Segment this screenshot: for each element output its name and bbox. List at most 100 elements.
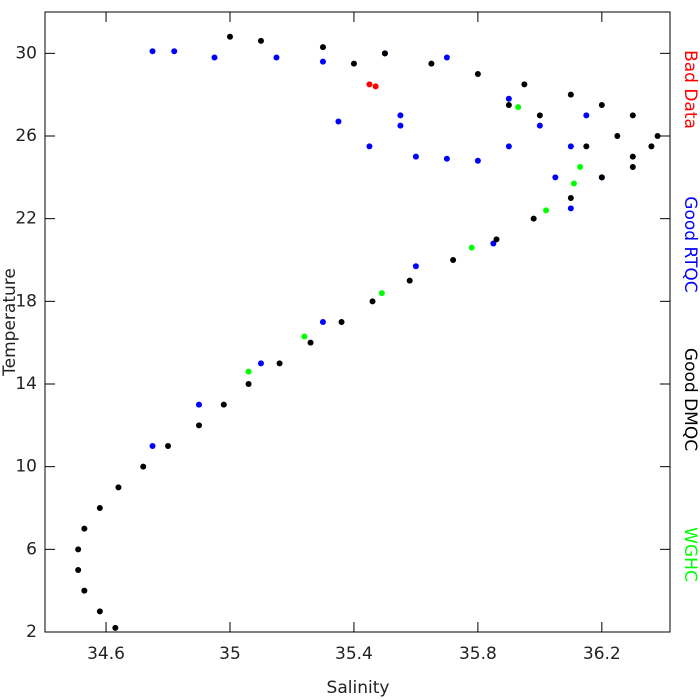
y-tick-label: 14: [15, 374, 37, 394]
point: [598, 174, 605, 181]
point: [211, 54, 218, 61]
point: [165, 443, 172, 449]
point: [443, 54, 450, 61]
point: [245, 381, 252, 387]
point: [629, 164, 636, 170]
point: [583, 143, 590, 150]
point: [648, 143, 655, 150]
point: [474, 71, 481, 77]
point: [319, 58, 326, 65]
point: [493, 236, 500, 243]
point: [412, 153, 419, 160]
point: [257, 360, 264, 367]
point: [567, 91, 574, 98]
point: [614, 133, 621, 139]
legend-label: Good RTQC: [680, 196, 700, 292]
point: [474, 157, 481, 164]
x-axis-label: Salinity: [327, 678, 390, 698]
point: [521, 81, 528, 88]
point: [598, 102, 605, 108]
point: [552, 174, 559, 181]
point: [75, 567, 82, 573]
point: [196, 401, 203, 408]
point: [577, 164, 584, 170]
y-tick-label: 26: [15, 126, 37, 146]
legend-label: WGHC: [680, 527, 700, 582]
point: [149, 48, 156, 55]
x-tick-label: 34.6: [87, 644, 125, 664]
point: [515, 104, 522, 111]
y-tick-label: 30: [15, 43, 37, 63]
point: [369, 298, 376, 305]
point: [583, 112, 590, 119]
point: [536, 112, 543, 119]
point: [75, 546, 82, 553]
point: [115, 484, 122, 491]
point: [412, 263, 419, 270]
x-tick-label: 35.4: [335, 644, 373, 664]
point: [307, 339, 314, 346]
point: [81, 587, 88, 594]
point: [378, 290, 385, 297]
point: [319, 44, 326, 51]
point: [468, 244, 475, 251]
y-tick-label: 2: [26, 622, 37, 642]
point: [629, 153, 636, 160]
point: [350, 60, 357, 67]
legend-label: Good DMQC: [680, 348, 700, 451]
x-tick-label: 35: [219, 644, 241, 664]
point: [381, 50, 388, 57]
point: [450, 257, 457, 263]
point: [490, 240, 497, 247]
point: [443, 155, 450, 162]
point: [366, 143, 373, 150]
point: [505, 143, 512, 150]
point: [319, 319, 326, 325]
point: [301, 333, 308, 340]
point: [226, 33, 233, 40]
point: [338, 319, 345, 325]
x-tick-label: 36.2: [583, 644, 621, 664]
point: [654, 133, 661, 139]
y-tick-label: 18: [15, 291, 37, 311]
point: [171, 48, 178, 55]
point: [335, 118, 342, 125]
point: [428, 60, 435, 67]
point: [149, 443, 156, 449]
legend-label: Bad Data: [680, 50, 700, 129]
point: [276, 360, 283, 367]
point: [567, 205, 574, 212]
point: [196, 422, 203, 429]
point: [273, 54, 280, 61]
point: [245, 368, 252, 375]
point: [220, 401, 227, 408]
point: [397, 122, 404, 129]
y-axis-label: Temperature: [0, 268, 20, 377]
point: [366, 81, 373, 88]
point: [530, 215, 537, 222]
point: [536, 122, 543, 129]
point: [570, 180, 577, 187]
y-tick-label: 22: [15, 209, 37, 229]
point: [372, 83, 379, 90]
point: [140, 463, 147, 470]
point: [96, 505, 103, 511]
y-tick-label: 10: [15, 457, 37, 477]
point: [406, 277, 413, 284]
point: [397, 112, 404, 119]
point: [567, 195, 574, 201]
x-tick-label: 35.8: [459, 644, 497, 664]
point: [567, 143, 574, 150]
point: [112, 624, 119, 631]
point: [257, 37, 264, 44]
point: [543, 207, 550, 214]
point: [96, 608, 103, 615]
y-tick-label: 6: [26, 539, 37, 559]
point: [629, 112, 636, 119]
point: [505, 95, 512, 102]
plot-frame: [44, 11, 671, 633]
point: [505, 102, 512, 108]
point: [81, 525, 88, 532]
